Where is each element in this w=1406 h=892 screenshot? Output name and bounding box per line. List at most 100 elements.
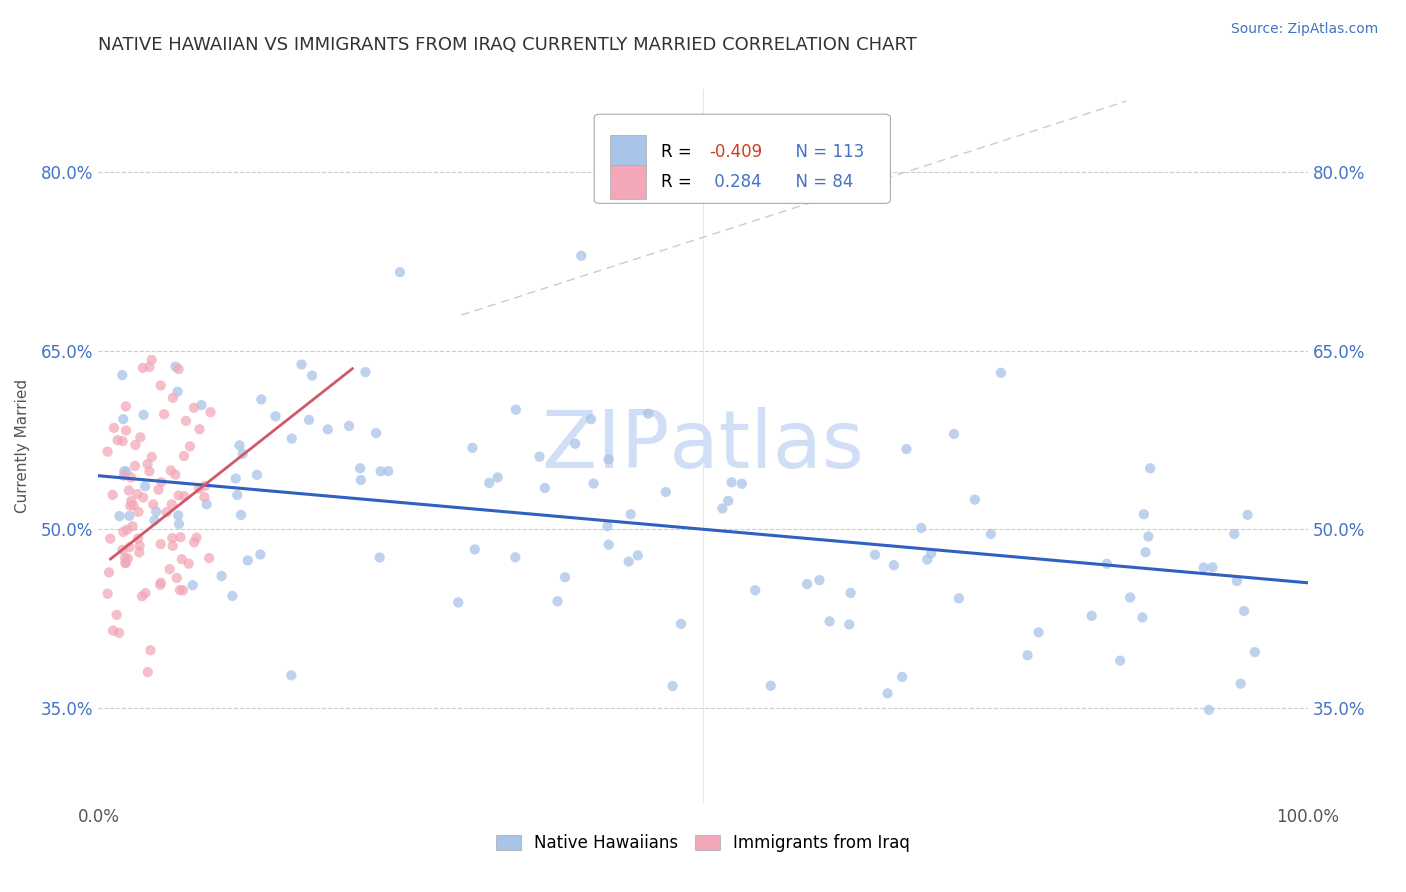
Point (1192, 560, 1215, 574)
Point (122, 498, 145, 512)
Point (117, 551, 139, 566)
Text: NATIVE HAWAIIAN VS IMMIGRANTS FROM IRAQ CURRENTLY MARRIED CORRELATION CHART: NATIVE HAWAIIAN VS IMMIGRANTS FROM IRAQ … (98, 36, 917, 54)
Point (963, 492, 986, 507)
Point (118, 541, 141, 555)
Point (655, 485, 678, 500)
Point (120, 499, 142, 513)
Point (98, 532, 121, 546)
Y-axis label: Currently Married: Currently Married (15, 379, 30, 513)
Point (193, 490, 215, 504)
Point (1229, 676, 1251, 690)
Point (447, 595, 470, 609)
Point (759, 679, 782, 693)
Point (136, 457, 159, 471)
Point (461, 441, 484, 455)
Point (1233, 604, 1256, 618)
Point (134, 586, 156, 600)
Point (744, 583, 766, 598)
Point (167, 516, 190, 531)
Point (97, 444, 120, 458)
Point (129, 430, 152, 444)
Point (138, 464, 160, 478)
Point (141, 450, 163, 464)
Point (627, 549, 650, 563)
Point (162, 531, 184, 545)
Point (942, 426, 965, 441)
Text: -0.409: -0.409 (709, 144, 762, 161)
Point (1236, 508, 1258, 522)
Point (246, 467, 269, 482)
Point (149, 578, 172, 592)
Point (195, 497, 218, 511)
Point (136, 665, 159, 679)
Point (891, 670, 914, 684)
Point (101, 488, 124, 502)
Point (112, 524, 135, 539)
Point (1080, 608, 1102, 623)
Point (225, 472, 247, 486)
Point (167, 488, 190, 502)
Point (112, 464, 135, 478)
Point (1028, 625, 1050, 640)
Point (198, 551, 221, 566)
Point (108, 509, 131, 524)
Point (194, 479, 217, 493)
Point (108, 625, 131, 640)
Point (529, 450, 551, 464)
Point (141, 353, 163, 368)
Point (1137, 529, 1160, 543)
Point (226, 488, 249, 502)
Point (112, 468, 135, 483)
Point (200, 405, 222, 419)
Point (863, 548, 886, 562)
Legend: Native Hawaiians, Immigrants from Iraq: Native Hawaiians, Immigrants from Iraq (489, 828, 917, 859)
Point (1223, 527, 1246, 541)
Point (637, 407, 659, 421)
Point (598, 538, 620, 552)
Point (132, 360, 155, 375)
Point (121, 519, 143, 533)
Point (162, 391, 184, 405)
Point (115, 465, 138, 479)
Point (124, 458, 146, 473)
Point (120, 470, 142, 484)
Point (148, 483, 170, 497)
Text: N = 84: N = 84 (785, 173, 853, 191)
Point (1132, 610, 1154, 624)
Point (172, 583, 194, 598)
Point (127, 505, 149, 519)
Point (388, 265, 411, 279)
Point (149, 575, 172, 590)
FancyBboxPatch shape (595, 114, 890, 203)
Point (917, 552, 939, 566)
Point (114, 551, 136, 566)
Point (249, 548, 271, 562)
Point (316, 422, 339, 436)
Point (139, 643, 162, 657)
Point (114, 556, 136, 570)
Point (112, 412, 135, 426)
Point (264, 409, 287, 424)
Point (190, 398, 212, 412)
Point (173, 489, 195, 503)
Point (1135, 545, 1157, 559)
Point (596, 519, 619, 533)
Point (111, 368, 134, 382)
Point (377, 464, 399, 478)
Point (229, 508, 252, 522)
Point (167, 362, 190, 376)
Point (153, 407, 176, 421)
Point (127, 532, 149, 546)
Point (796, 577, 818, 591)
Point (145, 505, 167, 519)
Point (838, 617, 860, 632)
Point (876, 686, 898, 700)
Point (236, 553, 259, 567)
Point (115, 523, 138, 537)
Point (127, 487, 149, 501)
Point (883, 558, 905, 573)
Point (280, 668, 302, 682)
Point (128, 545, 150, 559)
Point (114, 400, 136, 414)
Point (115, 424, 138, 438)
